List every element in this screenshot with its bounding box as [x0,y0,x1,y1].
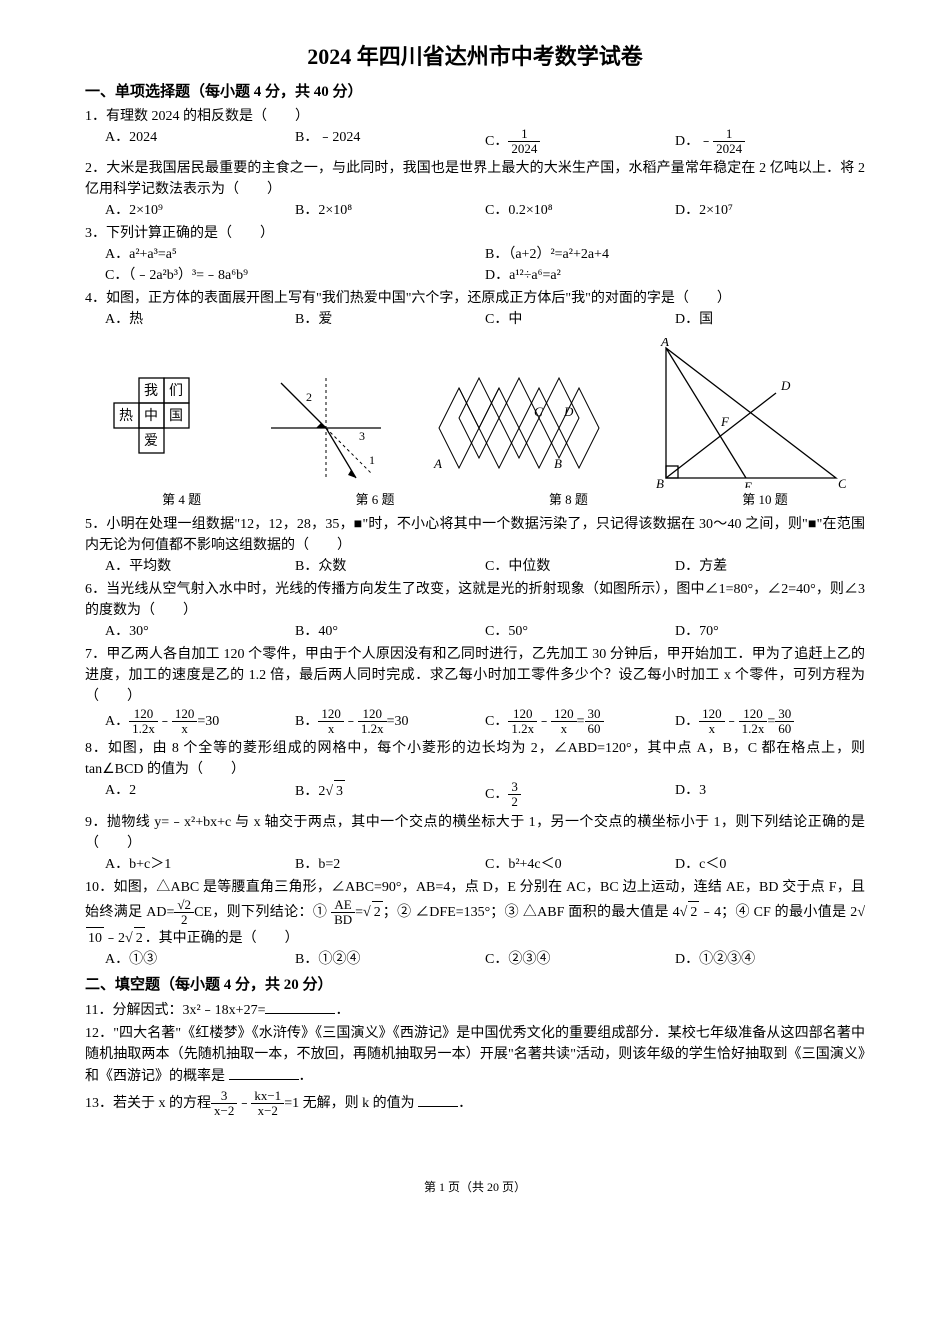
q5-opt-b: B．众数 [295,556,485,577]
q3-opt-b: B．（a+2）²=a²+2a+4 [485,244,865,265]
q1-opt-b: B．﹣2024 [295,127,485,157]
q8-opt-a: A．2 [105,780,295,810]
q5-opt-c: C．中位数 [485,556,675,577]
caption-q8: 第 8 题 [549,490,588,510]
q3-opt-a: A．a²+a³=a⁵ [105,244,485,265]
q2-stem: 2．大米是我国居民最重要的主食之一，与此同时，我国也是世界上最大的大米生产国，水… [85,161,865,197]
q4-opt-a: A．热 [105,309,295,330]
svg-text:C: C [534,404,543,419]
svg-text:A: A [433,456,442,471]
q8-stem: 8．如图，由 8 个全等的菱形组成的网格中，每个小菱形的边长均为 2，∠ABD=… [85,741,865,777]
q2-opt-d: D．2×10⁷ [675,200,865,221]
caption-q4: 第 4 题 [162,490,201,510]
svg-text:C: C [838,476,846,488]
q9-opt-c: C．b²+4c＜0 [485,854,675,875]
q6-stem: 6．当光线从空气射入水中时，光线的传播方向发生了改变，这就是光的折射现象（如图所… [85,582,865,618]
q10-opt-b: B．①②④ [295,949,485,970]
svg-text:我: 我 [144,383,158,399]
q6-opt-c: C．50° [485,621,675,642]
caption-q10: 第 10 题 [742,490,788,510]
q2-opt-c: C．0.2×10⁸ [485,200,675,221]
q6: 6．当光线从空气射入水中时，光线的传播方向发生了改变，这就是光的折射现象（如图所… [85,579,865,642]
q6-opt-a: A．30° [105,621,295,642]
svg-text:D: D [563,404,574,419]
q1-opt-c: C．12024 [485,127,675,157]
q3-opt-d: D．a¹²÷a⁶=a² [485,265,865,286]
fig-q8-rhombus-grid: A B C D [429,368,609,488]
q1-stem: 1．有理数 2024 的相反数是（ ） [85,109,309,124]
q4-opt-b: B．爱 [295,309,485,330]
page-footer: 第 1 页（共 20 页） [85,1178,865,1196]
q7-opt-c: C．1201.2x﹣120x=3060 [485,707,675,737]
q11: 11．分解因式：3x²﹣18x+27=． [85,999,865,1021]
q5-opt-d: D．方差 [675,556,865,577]
q1: 1．有理数 2024 的相反数是（ ） A．2024 B．﹣2024 C．120… [85,106,865,157]
svg-text:3: 3 [359,429,365,443]
q11-blank [265,999,335,1014]
q7-opt-b: B．120x﹣1201.2x=30 [295,707,485,737]
q8-opt-d: D．3 [675,780,865,810]
q4-opt-d: D．国 [675,309,865,330]
q10-opt-c: C．②③④ [485,949,675,970]
q8-opt-c: C．32 [485,780,675,810]
q3: 3．下列计算正确的是（ ） A．a²+a³=a⁵ B．（a+2）²=a²+2a+… [85,223,865,286]
q8-opt-b: B．2√3 [295,780,485,810]
q10-opt-d: D．①②③④ [675,949,865,970]
section-1-header: 一、单项选择题（每小题 4 分，共 40 分） [85,81,865,104]
q4-opt-c: C．中 [485,309,675,330]
q9: 9．抛物线 y=﹣x²+bx+c 与 x 轴交于两点，其中一个交点的横坐标大于 … [85,812,865,875]
svg-text:E: E [743,479,752,488]
q9-opt-d: D．c＜0 [675,854,865,875]
q7-opt-a: A．1201.2x﹣120x=30 [105,707,295,737]
q6-opt-d: D．70° [675,621,865,642]
svg-text:F: F [720,414,730,429]
section-2-header: 二、填空题（每小题 4 分，共 20 分） [85,974,865,997]
q5-opt-a: A．平均数 [105,556,295,577]
svg-text:们: 们 [169,383,183,399]
svg-text:1: 1 [369,453,375,467]
fig-q6-refraction: 2 3 1 [261,368,391,488]
q9-stem: 9．抛物线 y=﹣x²+bx+c 与 x 轴交于两点，其中一个交点的横坐标大于 … [85,815,865,851]
q10: 10．如图，△ABC 是等腰直角三角形，∠ABC=90°，AB=4，点 D，E … [85,877,865,971]
q3-opt-c: C．（﹣2a²b³）³=﹣8a⁶b⁹ [105,265,485,286]
q2-opt-a: A．2×10⁹ [105,200,295,221]
q9-opt-b: B．b=2 [295,854,485,875]
q2-opt-b: B．2×10⁸ [295,200,485,221]
fig-q4-net: 我 们 热 中 国 爱 [104,368,224,488]
q4: 4．如图，正方体的表面展开图上写有"我们热爱中国"六个字，还原成正方体后"我"的… [85,288,865,330]
q5: 5．小明在处理一组数据"12，12，28，35，■"时，不小心将其中一个数据污染… [85,514,865,577]
q1-opt-d: D．﹣12024 [675,127,865,157]
q1-opt-a: A．2024 [105,127,295,157]
svg-text:D: D [780,378,791,393]
svg-text:2: 2 [306,390,312,404]
q6-opt-b: B．40° [295,621,485,642]
q12: 12．"四大名著"《红楼梦》《水浒传》《三国演义》《西游记》是中国优秀文化的重要… [85,1023,865,1087]
svg-text:中: 中 [144,408,158,424]
q7-opt-d: D．120x﹣1201.2x=3060 [675,707,865,737]
figures-row: 我 们 热 中 国 爱 2 3 1 A B [85,338,865,488]
q12-blank [229,1065,299,1080]
figure-captions: 第 4 题 第 6 题 第 8 题 第 10 题 [85,490,865,510]
svg-text:B: B [554,456,562,471]
q9-opt-a: A．b+c＞1 [105,854,295,875]
q5-stem: 5．小明在处理一组数据"12，12，28，35，■"时，不小心将其中一个数据污染… [85,517,865,553]
svg-text:热: 热 [119,408,133,424]
q13-blank [418,1092,458,1107]
q3-stem: 3．下列计算正确的是（ ） [85,226,274,241]
svg-text:B: B [656,476,664,488]
caption-q6: 第 6 题 [356,490,395,510]
q7-stem: 7．甲乙两人各自加工 120 个零件，甲由于个人原因没有和乙同时进行，乙先加工 … [85,647,865,704]
svg-text:A: A [660,338,669,349]
q7: 7．甲乙两人各自加工 120 个零件，甲由于个人原因没有和乙同时进行，乙先加工 … [85,644,865,737]
q4-stem: 4．如图，正方体的表面展开图上写有"我们热爱中国"六个字，还原成正方体后"我"的… [85,291,731,306]
fig-q10-triangle: A B C D E F [646,338,846,488]
svg-text:爱: 爱 [144,433,158,449]
q10-opt-a: A．①③ [105,949,295,970]
q2: 2．大米是我国居民最重要的主食之一，与此同时，我国也是世界上最大的大米生产国，水… [85,158,865,221]
q10-stem: 10．如图，△ABC 是等腰直角三角形，∠ABC=90°，AB=4，点 D，E … [85,880,865,947]
svg-text:国: 国 [169,409,183,424]
q13: 13．若关于 x 的方程3x−2﹣kx−1x−2=1 无解，则 k 的值为 ． [85,1089,865,1119]
page-title: 2024 年四川省达州市中考数学试卷 [85,40,865,73]
q8: 8．如图，由 8 个全等的菱形组成的网格中，每个小菱形的边长均为 2，∠ABD=… [85,738,865,810]
